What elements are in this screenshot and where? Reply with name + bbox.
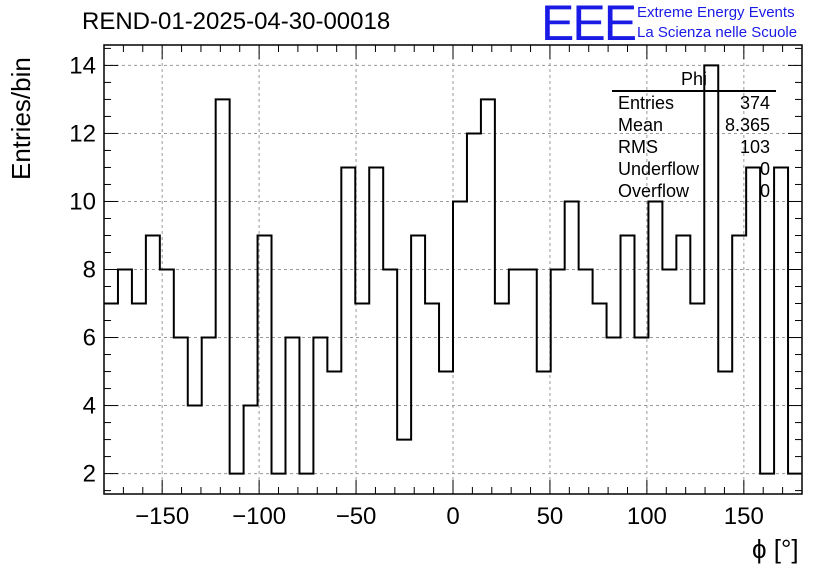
stats-row-entries: Entries 374 [612, 92, 776, 114]
x-tick-label: 150 [724, 503, 764, 530]
stats-label: Mean [618, 115, 664, 135]
stats-row-underflow: Underflow 0 [612, 158, 776, 180]
x-tick-label: 0 [446, 503, 459, 530]
histogram-outline [104, 64, 802, 475]
x-tick-label: −100 [232, 503, 286, 530]
histogram-bin [355, 304, 369, 494]
stats-title: Phi [680, 69, 707, 89]
histogram-bin [202, 338, 216, 494]
y-tick-label: 2 [83, 461, 96, 488]
plot-frame [103, 44, 803, 495]
histogram-bin [495, 304, 509, 494]
stats-value: 103 [739, 137, 770, 157]
x-tick-label: 100 [627, 503, 667, 530]
y-tick-label: 14 [69, 52, 96, 79]
y-tick-label: 8 [83, 257, 96, 284]
histogram-bin [565, 201, 579, 494]
x-tick-label: −150 [135, 503, 189, 530]
eee-logo: EEE [541, 0, 637, 51]
histogram-bin [718, 372, 732, 494]
stats-row-rms: RMS 103 [612, 136, 776, 158]
stats-row-mean: Mean 8.365 [612, 114, 776, 136]
stats-label: Underflow [618, 159, 700, 179]
histogram-bin [690, 304, 704, 494]
histogram-bin [369, 167, 383, 494]
histogram-bin [313, 338, 327, 494]
y-tick-label: 12 [69, 120, 96, 147]
histogram-bin [551, 270, 565, 495]
stats-label: Overflow [618, 181, 690, 201]
histogram-bin [579, 270, 593, 495]
histogram-bin [146, 235, 160, 494]
histogram-bin [327, 372, 341, 494]
histogram-bin [104, 304, 118, 494]
histogram-bin [341, 167, 355, 494]
histogram-bin [467, 133, 481, 494]
histogram-bin [662, 270, 676, 495]
histogram-bin [188, 406, 202, 494]
histogram-bin [174, 338, 188, 494]
histogram-bin [439, 372, 453, 494]
y-tick-label: 10 [69, 188, 96, 215]
histogram-bin [216, 99, 230, 494]
histogram-bin [509, 270, 523, 495]
chart-title: REND-01-2025-04-30-00018 [82, 8, 391, 35]
histogram-bin [383, 270, 397, 495]
histogram-bin [760, 474, 774, 494]
stats-label: RMS [618, 137, 658, 157]
histogram-bin [676, 235, 690, 494]
histogram-bin [634, 338, 648, 494]
stats-value: 0 [759, 181, 770, 201]
histogram-bin [244, 406, 258, 494]
histogram-bin [774, 167, 788, 494]
histogram-bin [118, 270, 132, 495]
stats-value: 8.365 [724, 115, 770, 135]
stats-value: 0 [759, 159, 770, 179]
histogram-bin [425, 304, 439, 494]
histogram-bin [648, 201, 662, 494]
y-tick-label: 6 [83, 325, 96, 352]
histogram-bin [285, 338, 299, 494]
histogram-bin [299, 474, 313, 494]
histogram-bin [481, 99, 495, 494]
y-tick-label: 4 [83, 393, 96, 420]
x-tick-label: 50 [537, 503, 564, 530]
y-axis-label: Entries/bin [6, 57, 36, 180]
histogram-bin [453, 201, 467, 494]
histogram-bin [593, 304, 607, 494]
histogram-bin [621, 235, 635, 494]
stats-box: Phi Entries 374 Mean 8.365 RMS 103 Under… [612, 68, 776, 202]
histogram-bin [230, 474, 244, 494]
histogram-bin [258, 235, 272, 494]
histogram-bin [523, 270, 537, 495]
logo-line-1: Extreme Energy Events [637, 4, 795, 21]
stats-row-overflow: Overflow 0 [612, 180, 776, 202]
stats-divider [612, 90, 776, 92]
x-axis-label: ϕ [°] [752, 534, 799, 564]
histogram-bin [132, 304, 146, 494]
histogram-bin [746, 167, 760, 494]
logo-line-2: La Scienza nelle Scuole [637, 24, 798, 41]
histogram-bin [607, 338, 621, 494]
x-tick-label: −50 [336, 503, 377, 530]
histogram-bin [537, 372, 551, 494]
histogram-bin [411, 235, 425, 494]
stats-value: 374 [739, 93, 770, 113]
histogram-bin [397, 440, 411, 494]
stats-label: Entries [618, 93, 675, 113]
